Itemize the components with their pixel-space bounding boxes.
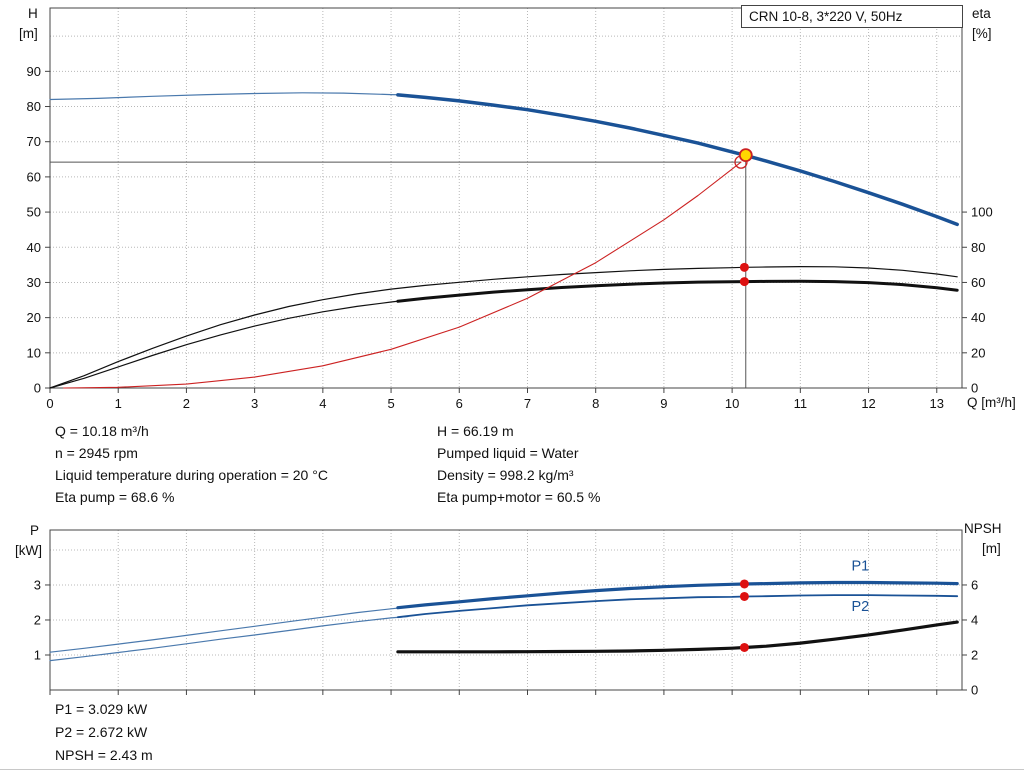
tick-label: 90 bbox=[27, 64, 41, 79]
eta-axis-unit: [%] bbox=[972, 26, 992, 41]
tick-label: 9 bbox=[660, 396, 667, 411]
tick-label: 0 bbox=[971, 683, 978, 698]
q-axis-label: Q [m³/h] bbox=[967, 395, 1016, 410]
series-qh-curve bbox=[396, 93, 959, 227]
p-axis-unit: [kW] bbox=[15, 543, 42, 558]
tick-label: 2 bbox=[971, 647, 978, 662]
tick-label: 2 bbox=[34, 612, 41, 627]
tick-label: 3 bbox=[34, 577, 41, 592]
tick-label: 40 bbox=[27, 240, 41, 255]
density-text: Density = 998.2 kg/m³ bbox=[437, 467, 574, 483]
tick-label: 1 bbox=[115, 396, 122, 411]
tick-label: 60 bbox=[971, 275, 985, 290]
tick-label: 4 bbox=[319, 396, 326, 411]
p1-text: P1 = 3.029 kW bbox=[55, 701, 148, 717]
tick-label: 0 bbox=[34, 381, 41, 396]
series-eta-pump bbox=[49, 266, 958, 389]
tick-label: 50 bbox=[27, 205, 41, 220]
h-axis-unit: [m] bbox=[19, 26, 38, 41]
flow-text: Q = 10.18 m³/h bbox=[55, 423, 149, 439]
tick-label: 10 bbox=[27, 345, 41, 360]
curve-label-p1: P1 bbox=[851, 558, 869, 574]
liquid-temp-text: Liquid temperature during operation = 20… bbox=[55, 467, 328, 483]
tick-label: 3 bbox=[251, 396, 258, 411]
pump-title-box: CRN 10-8, 3*220 V, 50Hz bbox=[741, 5, 963, 28]
power-chart: 1 2 3 0 2 4 6 P1 P2 bbox=[34, 529, 978, 698]
series-eta-pump-motor-extended bbox=[49, 299, 409, 389]
duty-info-right: H = 66.19 m Pumped liquid = Water Densit… bbox=[437, 420, 600, 508]
tick-label: 12 bbox=[861, 396, 875, 411]
tick-label: 4 bbox=[971, 612, 978, 627]
series-qh-extended bbox=[49, 92, 406, 101]
tick-label: 20 bbox=[971, 345, 985, 360]
marker-eta-pump-duty bbox=[739, 262, 749, 272]
tick-label: 0 bbox=[46, 396, 53, 411]
tick-label: 5 bbox=[387, 396, 394, 411]
series-p2-extended bbox=[49, 615, 409, 662]
eta-pump-text: Eta pump = 68.6 % bbox=[55, 489, 175, 505]
series-npsh-curve bbox=[396, 620, 959, 654]
tick-label: 2 bbox=[183, 396, 190, 411]
p-axis-label: P bbox=[30, 523, 40, 538]
pump-title: CRN 10-8, 3*220 V, 50Hz bbox=[749, 9, 903, 24]
h-axis-label: H bbox=[28, 6, 38, 21]
tick-label: 100 bbox=[971, 205, 993, 220]
tick-label: 6 bbox=[456, 396, 463, 411]
tick-label: 40 bbox=[971, 310, 985, 325]
eta-axis-label: eta bbox=[972, 6, 991, 21]
duty-info-left: Q = 10.18 m³/h n = 2945 rpm Liquid tempe… bbox=[55, 420, 328, 508]
plot-border bbox=[49, 7, 963, 389]
tick-label: 20 bbox=[27, 310, 41, 325]
series-system-curve bbox=[63, 161, 742, 389]
tick-label: 80 bbox=[27, 99, 41, 114]
tick-label: 13 bbox=[930, 396, 944, 411]
p2-text: P2 = 2.672 kW bbox=[55, 724, 148, 740]
npsh-axis-label: NPSH bbox=[964, 521, 1002, 536]
tick-label: 11 bbox=[794, 396, 808, 411]
npsh-text: NPSH = 2.43 m bbox=[55, 747, 153, 763]
curve-label-p2: P2 bbox=[851, 599, 869, 615]
eta-pump-motor-text: Eta pump+motor = 60.5 % bbox=[437, 489, 601, 505]
pumped-liquid-text: Pumped liquid = Water bbox=[437, 445, 579, 461]
tick-label: 7 bbox=[524, 396, 531, 411]
tick-label: 6 bbox=[971, 577, 978, 592]
tick-label: 10 bbox=[725, 396, 739, 411]
tick-label: 70 bbox=[27, 134, 41, 149]
plot-border bbox=[49, 529, 963, 691]
series-p1-extended bbox=[49, 606, 409, 653]
marker-duty-actual bbox=[738, 148, 753, 163]
power-info: P1 = 3.029 kW P2 = 2.672 kW NPSH = 2.43 … bbox=[55, 698, 153, 767]
npsh-axis-unit: [m] bbox=[982, 541, 1001, 556]
tick-label: 80 bbox=[971, 240, 985, 255]
marker-eta-pump-motor-duty bbox=[739, 277, 749, 287]
tick-label: 0 bbox=[971, 381, 978, 396]
qh-chart: 0 1 2 3 4 5 6 7 8 9 10 11 12 130102030405060708090020… bbox=[27, 7, 993, 411]
marker-p2-duty bbox=[739, 591, 749, 601]
series-p2-curve bbox=[397, 594, 959, 619]
tick-label: 8 bbox=[592, 396, 599, 411]
speed-text: n = 2945 rpm bbox=[55, 445, 138, 461]
head-text: H = 66.19 m bbox=[437, 423, 514, 439]
series-p1-curve bbox=[396, 580, 959, 610]
series-eta-pump-motor bbox=[396, 279, 959, 303]
tick-label: 1 bbox=[34, 647, 41, 662]
tick-label: 30 bbox=[27, 275, 41, 290]
marker-p1-duty bbox=[739, 579, 749, 589]
marker-npsh-duty bbox=[739, 642, 749, 652]
bottom-divider bbox=[0, 769, 1024, 770]
tick-label: 60 bbox=[27, 169, 41, 184]
